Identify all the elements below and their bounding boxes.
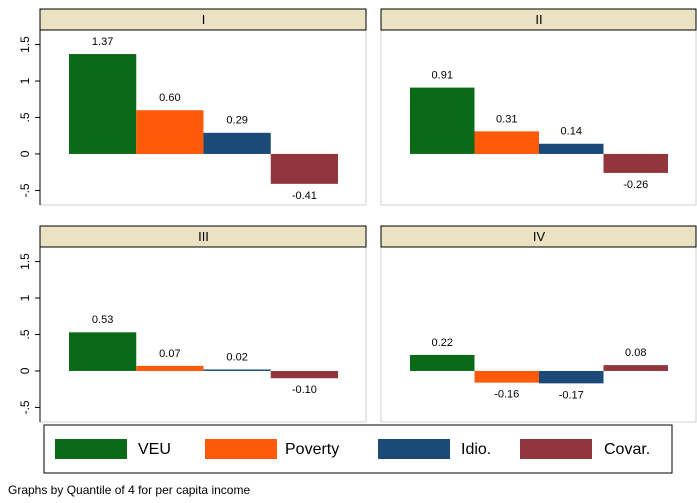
value-label: 0.91 bbox=[432, 70, 453, 82]
bar bbox=[69, 54, 137, 154]
panel-title: III bbox=[198, 229, 209, 244]
panel-title: II bbox=[535, 12, 542, 27]
y-tick-label: 0 bbox=[18, 367, 32, 374]
legend-label: VEU bbox=[138, 441, 171, 458]
y-tick-label: 1.5 bbox=[18, 253, 32, 270]
legend-swatch bbox=[205, 439, 277, 459]
value-label: 0.31 bbox=[496, 113, 517, 125]
legend-label: Idio. bbox=[461, 441, 491, 458]
y-tick-label: -.5 bbox=[18, 183, 32, 197]
legend-swatch bbox=[378, 439, 450, 459]
value-label: 0.08 bbox=[625, 347, 646, 359]
panel-strip bbox=[380, 225, 697, 248]
bar bbox=[539, 370, 604, 384]
y-tick-label: -.5 bbox=[18, 400, 32, 414]
value-label: 0.60 bbox=[159, 92, 180, 104]
y-tick-label: .5 bbox=[18, 329, 32, 339]
value-label: -0.26 bbox=[623, 179, 648, 191]
y-tick-label: 1 bbox=[18, 294, 32, 301]
legend-label: Covar. bbox=[604, 441, 650, 458]
value-label: 0.02 bbox=[226, 351, 247, 363]
y-tick-label: 0 bbox=[18, 150, 32, 157]
y-tick-label: .5 bbox=[18, 112, 32, 122]
value-label: 0.53 bbox=[92, 314, 113, 326]
bar bbox=[603, 153, 668, 173]
bar bbox=[474, 131, 539, 154]
bar bbox=[270, 370, 338, 379]
legend-label: Poverty bbox=[285, 441, 339, 458]
panel-strip bbox=[39, 8, 367, 31]
bar bbox=[603, 365, 668, 371]
value-label: -0.10 bbox=[292, 384, 317, 396]
note: Graphs by Quantile of 4 for per capita i… bbox=[8, 483, 250, 497]
bar bbox=[270, 153, 338, 184]
bar bbox=[136, 110, 204, 154]
bar bbox=[474, 370, 539, 383]
panel-title: I bbox=[202, 12, 206, 27]
value-label: -0.17 bbox=[559, 389, 584, 401]
value-label: -0.41 bbox=[292, 190, 317, 202]
value-label: 0.07 bbox=[159, 348, 180, 360]
value-label: 0.22 bbox=[432, 337, 453, 349]
bar bbox=[203, 132, 271, 154]
bar bbox=[410, 354, 475, 371]
panel-strip bbox=[39, 225, 367, 248]
value-label: 1.37 bbox=[92, 36, 113, 48]
legend-swatch bbox=[55, 439, 127, 459]
bar bbox=[203, 369, 271, 371]
y-tick-label: 1 bbox=[18, 77, 32, 84]
bar bbox=[539, 143, 604, 154]
panel-title: IV bbox=[533, 229, 546, 244]
plot-area bbox=[380, 246, 697, 423]
value-label: -0.16 bbox=[494, 389, 519, 401]
y-tick-label: 1.5 bbox=[18, 36, 32, 53]
legend-swatch bbox=[520, 439, 592, 459]
bar bbox=[136, 365, 204, 371]
value-label: 0.14 bbox=[561, 126, 582, 138]
value-label: 0.29 bbox=[226, 115, 247, 127]
bar bbox=[410, 87, 475, 154]
panel-strip bbox=[380, 8, 697, 31]
bar bbox=[69, 332, 137, 371]
